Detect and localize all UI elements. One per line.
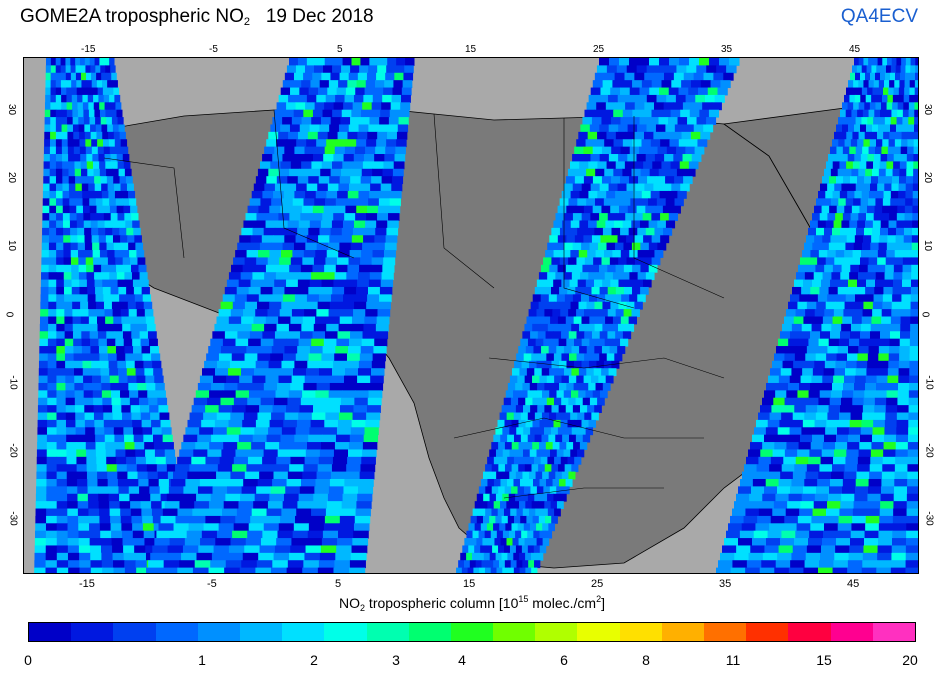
lon-tick-bottom: 15 <box>463 578 476 590</box>
colorbar-label: 4 <box>458 652 466 668</box>
lon-tick-top: 25 <box>593 44 605 55</box>
lat-tick-left: -30 <box>7 510 19 526</box>
swath-4 <box>716 58 918 573</box>
colorbar-segment <box>450 623 494 641</box>
lat-tick-left: 10 <box>6 240 18 252</box>
colorbar-segment <box>872 623 915 641</box>
lon-tick-top: -15 <box>81 44 96 55</box>
colorbar-segment <box>324 623 367 641</box>
lon-tick-top: 35 <box>721 44 733 55</box>
colorbar-label: 6 <box>560 652 568 668</box>
colorbar-segment <box>113 623 156 641</box>
colorbar-segment <box>661 623 704 641</box>
lat-tick-right: 10 <box>922 240 934 252</box>
lon-tick-top: 45 <box>849 44 861 55</box>
colorbar-segment <box>282 623 325 641</box>
lon-tick-bottom: 25 <box>591 578 604 590</box>
brand-label: QA4ECV <box>840 6 918 27</box>
xlabel-sup: 15 <box>518 594 529 604</box>
colorbar-segment <box>577 623 620 641</box>
colorbar-label: 8 <box>642 652 650 668</box>
lat-tick-left: -10 <box>7 374 19 390</box>
xlabel-sub: 2 <box>360 603 366 613</box>
lat-tick-left: 20 <box>6 172 18 184</box>
lat-tick-left: -20 <box>7 442 19 458</box>
colorbar-segment <box>197 623 240 641</box>
xlabel-part: ] <box>601 595 605 611</box>
colorbar-label: 2 <box>310 652 318 668</box>
lon-tick-top: 5 <box>337 44 343 55</box>
colorbar-segment <box>746 623 789 641</box>
colorbar-segment <box>704 623 747 641</box>
colorbar-segment <box>619 623 662 641</box>
lon-tick-bottom: -5 <box>207 578 217 590</box>
colorbar-label: 20 <box>902 652 918 668</box>
lon-tick-bottom: 45 <box>847 578 860 590</box>
colorbar-segment <box>155 623 198 641</box>
swath-3 <box>456 58 740 573</box>
lat-tick-right: 20 <box>922 172 934 184</box>
xlabel-part: molec./cm <box>528 595 597 611</box>
colorbar-label: 15 <box>816 652 832 668</box>
lon-tick-top: -5 <box>209 44 218 55</box>
satellite-swaths <box>34 58 918 573</box>
colorbar-segment <box>366 623 409 641</box>
lat-tick-left: 0 <box>3 311 15 317</box>
colorbar-segment <box>408 623 451 641</box>
colorbar-label: 1 <box>198 652 206 668</box>
xlabel-part: tropospheric column [10 <box>365 595 519 611</box>
colorbar-label: 11 <box>725 652 741 668</box>
lon-tick-bottom: -15 <box>79 578 95 590</box>
map-canvas[interactable] <box>24 58 919 574</box>
colorbar-segment <box>239 623 283 641</box>
page-title: GOME2A tropospheric NO2 19 Dec 2018 <box>20 6 374 28</box>
xlabel-sup: 2 <box>596 594 602 604</box>
colorbar-segment <box>493 623 536 641</box>
lat-tick-left: 30 <box>6 104 18 116</box>
lat-tick-right: -20 <box>923 442 935 458</box>
lat-tick-right: -10 <box>923 374 935 390</box>
x-axis-label: NO2 tropospheric column [1015 molec./cm2… <box>0 594 944 613</box>
colorbar <box>28 622 916 642</box>
lat-tick-right: 30 <box>922 104 934 116</box>
country-borders <box>103 109 725 499</box>
lon-tick-top: 15 <box>465 44 477 55</box>
colorbar-segment <box>788 623 831 641</box>
lon-tick-bottom: 35 <box>719 578 732 590</box>
title-text: GOME2A tropospheric NO <box>20 6 244 27</box>
map-frame[interactable] <box>23 57 919 574</box>
colorbar-segment <box>830 623 873 641</box>
colorbar-segment <box>535 623 578 641</box>
swath-1 <box>34 58 194 573</box>
title-date: 19 Dec 2018 <box>265 6 374 27</box>
lat-tick-right: -30 <box>923 510 935 526</box>
colorbar-segment <box>71 623 114 641</box>
lat-tick-right: 0 <box>919 311 931 317</box>
colorbar-label: 0 <box>24 652 32 668</box>
lon-tick-bottom: 5 <box>335 578 342 590</box>
title-subscript: 2 <box>243 16 250 28</box>
xlabel-part: NO <box>339 595 361 611</box>
colorbar-label: 3 <box>392 652 400 668</box>
colorbar-segment <box>29 623 72 641</box>
